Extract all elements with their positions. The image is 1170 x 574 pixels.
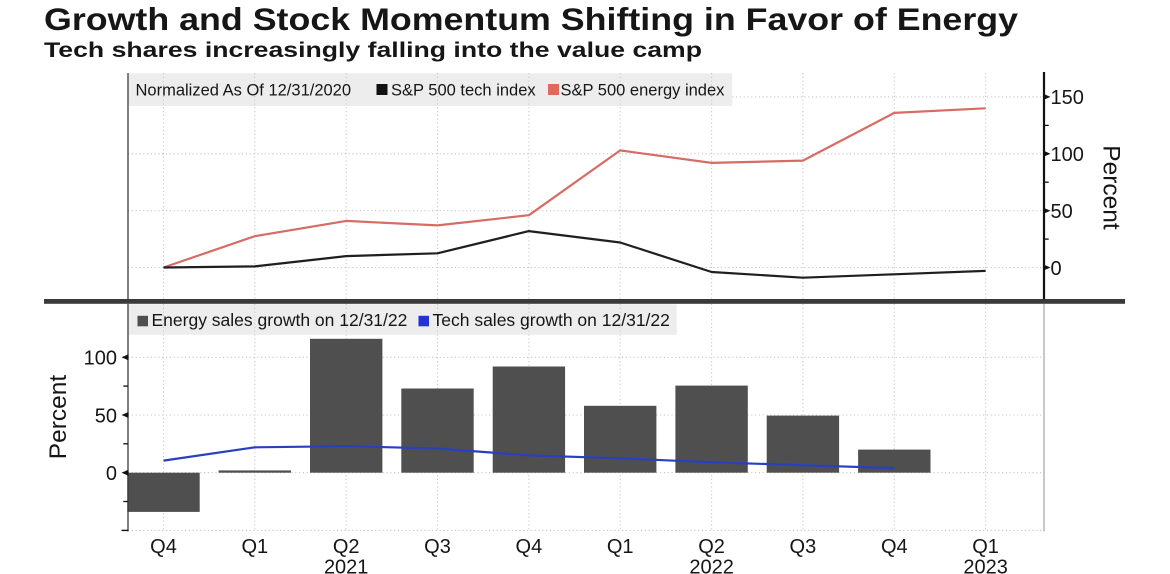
svg-text:Growth and Stock Momentum Shif: Growth and Stock Momentum Shifting in Fa…	[44, 1, 1019, 37]
svg-text:Q1: Q1	[972, 536, 999, 558]
svg-text:100: 100	[84, 348, 117, 370]
svg-text:Percent: Percent	[45, 375, 72, 460]
svg-text:Q2: Q2	[698, 536, 725, 558]
svg-text:0: 0	[106, 463, 117, 485]
svg-text:50: 50	[95, 405, 117, 427]
svg-text:Energy sales growth on 12/31/2: Energy sales growth on 12/31/22	[152, 310, 408, 330]
svg-text:Q4: Q4	[516, 536, 543, 558]
svg-text:Q3: Q3	[790, 536, 817, 558]
svg-text:2021: 2021	[324, 557, 369, 574]
svg-text:Normalized As Of 12/31/2020: Normalized As Of 12/31/2020	[136, 82, 352, 100]
svg-text:50: 50	[1051, 201, 1073, 223]
svg-text:S&P 500 energy index: S&P 500 energy index	[561, 82, 726, 100]
svg-text:100: 100	[1051, 144, 1084, 166]
svg-text:Percent: Percent	[1098, 145, 1125, 230]
svg-text:150: 150	[1051, 87, 1084, 109]
svg-text:Tech shares increasingly falli: Tech shares increasingly falling into th…	[44, 38, 702, 62]
svg-text:Tech sales growth on 12/31/22: Tech sales growth on 12/31/22	[433, 310, 670, 330]
svg-text:Q3: Q3	[424, 536, 451, 558]
svg-text:Q2: Q2	[333, 536, 360, 558]
svg-text:S&P 500 tech index: S&P 500 tech index	[391, 82, 536, 100]
svg-text:2022: 2022	[689, 557, 734, 574]
svg-text:Q4: Q4	[150, 536, 177, 558]
svg-text:Q1: Q1	[607, 536, 634, 558]
svg-text:2023: 2023	[963, 557, 1008, 574]
svg-text:Q1: Q1	[241, 536, 268, 558]
svg-text:0: 0	[1051, 258, 1062, 280]
svg-text:Q4: Q4	[881, 536, 908, 558]
